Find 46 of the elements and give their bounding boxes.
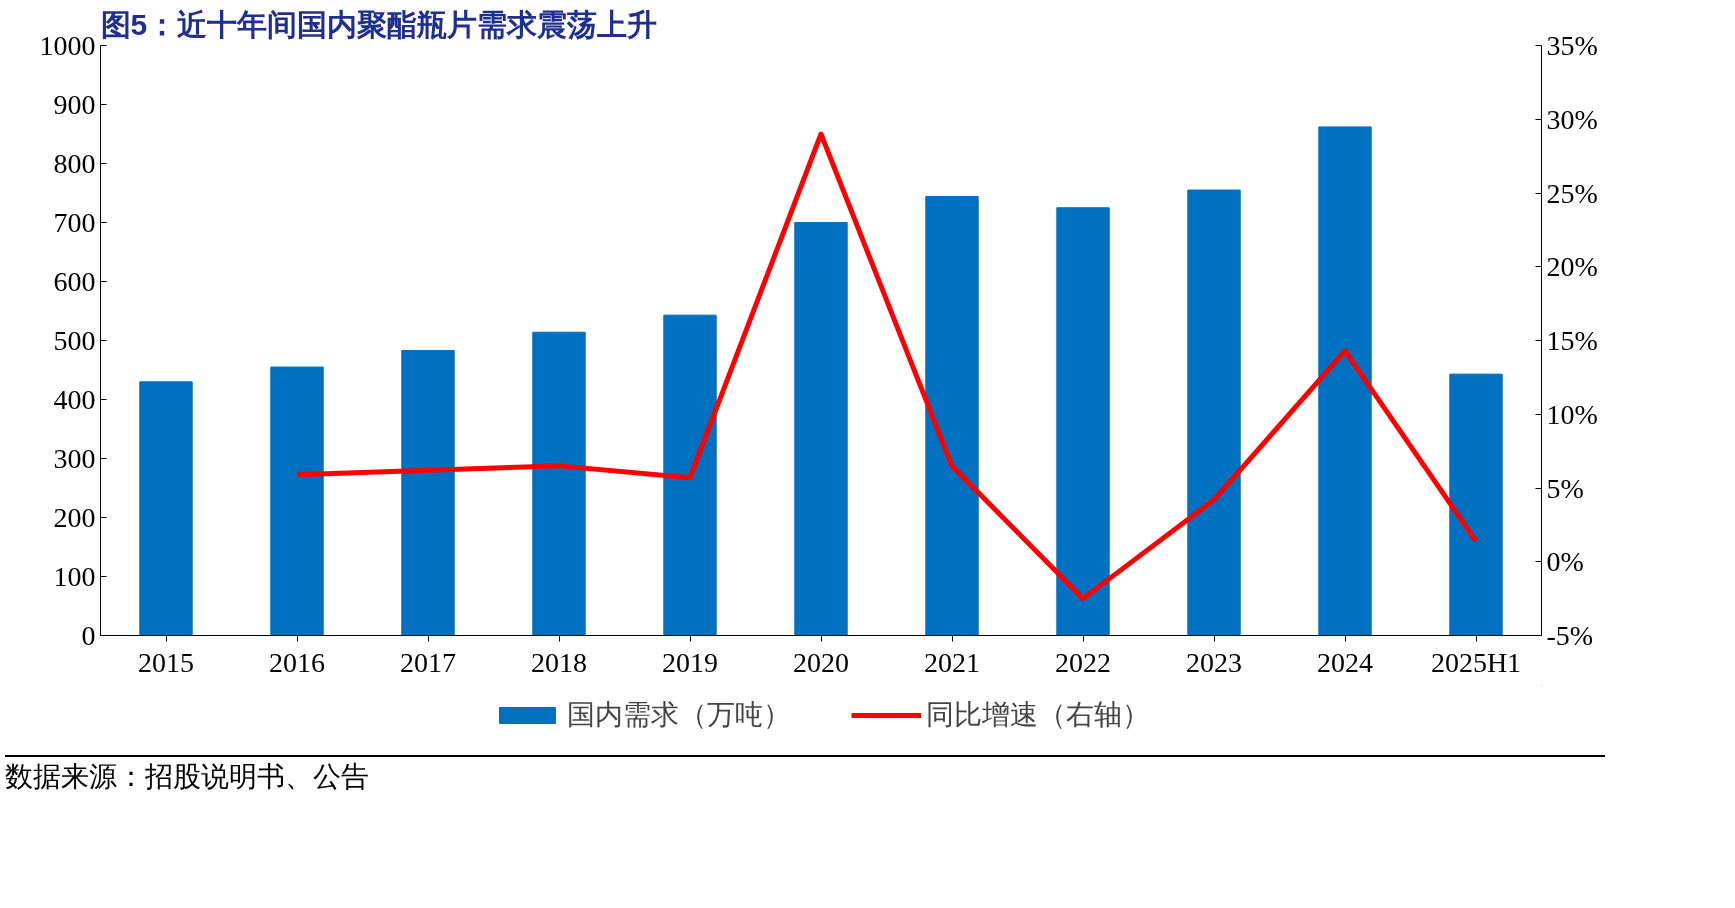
bar [532,331,586,636]
y-tick-label: 500 [53,324,96,356]
y-tick-label: 400 [53,383,96,415]
y-tick-label: 0 [81,619,96,651]
chart-title: 图5：近十年间国内聚酯瓶片需求震荡上升 [100,7,658,41]
x-tick-label: 2015 [138,646,194,678]
x-tick-label: 2022 [1055,646,1111,678]
y-tick-label: 900 [53,88,96,120]
y2-tick-label: 30% [1546,103,1598,135]
x-tick-label: 2017 [400,646,456,678]
bar [139,381,193,636]
y2-tick-label: 0% [1546,546,1584,578]
y-tick-label: 200 [53,501,96,533]
bar [1449,373,1503,636]
y2-tick-label: 10% [1546,398,1598,430]
y2-tick-label: 25% [1546,177,1598,209]
y-tick-label: 100 [53,560,96,592]
legend-label: 同比增速（右轴） [925,698,1150,732]
y-tick-label: 300 [53,442,96,474]
y2-tick-label: 5% [1546,472,1584,504]
y-tick-label: 1000 [39,29,96,61]
bar [401,350,455,636]
x-tick-label: 2020 [793,646,849,678]
x-tick-label: 2016 [269,646,325,678]
bar [663,314,717,636]
legend-label: 国内需求（万吨） [566,698,791,732]
x-tick-label: 2025H1 [1430,646,1522,678]
y2-tick-label: 15% [1546,325,1598,356]
bar [1187,189,1241,636]
x-tick-label: 2023 [1186,646,1242,678]
bar [925,196,979,636]
y2-tick-label: -5% [1546,620,1594,651]
bar [794,222,848,636]
source-note: 数据来源：招股说明书、公告 [5,760,369,794]
x-tick-label: 2021 [924,646,980,678]
y2-tick-label: 35% [1546,30,1598,61]
bar [1056,207,1110,636]
x-tick-label: 2018 [531,646,587,678]
x-tick-label: 2019 [662,646,718,678]
y-tick-label: 700 [53,206,96,238]
bar [1318,126,1372,636]
x-tick-label: 2024 [1317,646,1373,678]
y-tick-label: 600 [53,265,96,297]
y-tick-label: 800 [53,147,96,179]
bar [270,366,324,636]
y2-tick-label: 20% [1546,251,1598,283]
